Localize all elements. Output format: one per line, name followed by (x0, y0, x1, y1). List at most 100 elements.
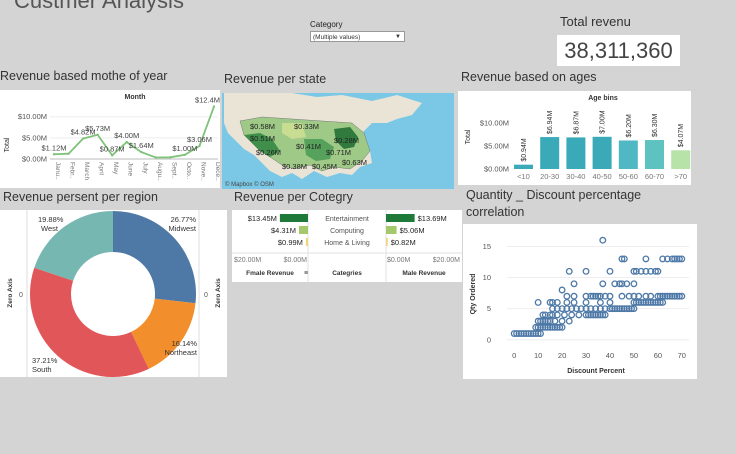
scatter-point[interactable] (561, 311, 568, 319)
scatter-point[interactable] (534, 298, 542, 306)
scatter-point[interactable] (656, 292, 664, 300)
scatter-point[interactable] (563, 292, 571, 300)
scatter-point[interactable] (577, 305, 585, 313)
scatter-point[interactable] (637, 298, 645, 306)
scatter-point[interactable] (671, 292, 679, 300)
scatter-point[interactable] (558, 317, 566, 325)
age-bar[interactable] (592, 136, 612, 169)
month-point[interactable] (212, 105, 216, 108)
scatter-point[interactable] (675, 292, 683, 300)
scatter-point[interactable] (652, 298, 659, 306)
scatter-point[interactable] (594, 311, 602, 319)
scatter-point[interactable] (663, 292, 671, 300)
scatter-point[interactable] (630, 267, 638, 275)
scatter-point[interactable] (678, 255, 686, 263)
map-state-label[interactable]: $0.71M (326, 148, 351, 157)
scatter-point[interactable] (563, 298, 571, 306)
scatter-point[interactable] (572, 305, 580, 313)
scatter-point[interactable] (625, 292, 633, 300)
sort-icon[interactable]: ≡ (304, 270, 308, 277)
month-point[interactable] (52, 153, 56, 156)
scatter-point[interactable] (541, 311, 549, 319)
scatter-point[interactable] (618, 292, 626, 300)
region-slice-south[interactable] (30, 267, 149, 377)
scatter-point[interactable] (570, 298, 578, 306)
scatter-point[interactable] (546, 311, 554, 319)
scatter-point[interactable] (520, 330, 528, 338)
scatter-point[interactable] (618, 255, 626, 263)
scatter-point[interactable] (630, 280, 638, 288)
map-state-label[interactable]: $0.58M (250, 122, 275, 131)
map-state-label[interactable]: $0.41M (296, 142, 321, 151)
state-region-north[interactable] (282, 123, 306, 139)
scatter-point[interactable] (522, 330, 530, 338)
scatter-point[interactable] (587, 292, 595, 300)
scatter-point[interactable] (654, 292, 662, 300)
scatter-point[interactable] (616, 305, 624, 313)
scatter-point[interactable] (654, 267, 662, 275)
scatter-point[interactable] (594, 292, 602, 300)
category-name[interactable]: Home & Living (324, 240, 370, 247)
scatter-point[interactable] (592, 292, 600, 300)
scatter-point[interactable] (632, 267, 640, 275)
month-point[interactable] (125, 140, 128, 144)
scatter-point[interactable] (608, 305, 616, 313)
scatter-point[interactable] (551, 317, 559, 325)
scatter-point[interactable] (678, 292, 686, 300)
scatter-point[interactable] (599, 311, 607, 319)
male-revenue-bar[interactable] (386, 226, 397, 234)
scatter-point[interactable] (596, 298, 604, 306)
state-map[interactable]: $0.58M $0.33M $0.51M $0.28M $0.26M $0.41M $0.7… (222, 93, 454, 189)
scatter-point[interactable] (606, 292, 614, 300)
state-region-west[interactable] (244, 133, 280, 157)
age-bar[interactable] (566, 137, 586, 169)
month-point[interactable] (183, 153, 187, 156)
map-state-label[interactable]: $0.45M (312, 162, 337, 171)
category-name[interactable]: Computing (330, 228, 364, 235)
scatter-point[interactable] (663, 255, 671, 263)
map-state-label[interactable]: $0.33M (294, 122, 319, 131)
scatter-point[interactable] (599, 280, 607, 288)
age-bar[interactable] (645, 140, 664, 169)
scatter-point[interactable] (601, 292, 609, 300)
scatter-point[interactable] (635, 292, 643, 300)
map-state-label[interactable]: $0.63M (342, 158, 367, 167)
map-state-label[interactable]: $0.51M (250, 134, 275, 143)
scatter-point[interactable] (589, 292, 597, 300)
state-region-central[interactable] (304, 139, 334, 161)
scatter-point[interactable] (596, 292, 604, 300)
scatter-point[interactable] (673, 255, 681, 263)
scatter-point[interactable] (556, 323, 564, 331)
scatter-point[interactable] (659, 292, 667, 300)
month-point[interactable] (110, 154, 114, 157)
scatter-point[interactable] (582, 267, 590, 275)
scatter-point[interactable] (675, 255, 683, 263)
scatter-point[interactable] (642, 292, 650, 300)
scatter-point[interactable] (546, 298, 554, 306)
scatter-point[interactable] (620, 255, 628, 263)
scatter-point[interactable] (515, 330, 523, 338)
scatter-point[interactable] (589, 311, 597, 319)
scatter-point[interactable] (642, 255, 650, 263)
month-point[interactable] (154, 156, 158, 159)
scatter-point[interactable] (534, 317, 542, 325)
region-slice-northeast[interactable] (131, 298, 196, 369)
female-revenue-bar[interactable] (298, 226, 308, 234)
scatter-point[interactable] (553, 298, 561, 306)
category-filter-dropdown[interactable]: (Multiple values) ▼ (310, 31, 405, 42)
scatter-point[interactable] (659, 255, 667, 263)
map-state-label[interactable]: $0.26M (256, 148, 281, 157)
scatter-point[interactable] (565, 267, 573, 275)
scatter-point[interactable] (649, 298, 657, 306)
scatter-point[interactable] (620, 305, 628, 313)
scatter-point[interactable] (529, 330, 537, 338)
scatter-point[interactable] (611, 305, 619, 313)
age-bar[interactable] (540, 137, 560, 169)
scatter-point[interactable] (606, 267, 614, 275)
scatter-point[interactable] (599, 236, 607, 244)
scatter-point[interactable] (625, 305, 633, 313)
scatter-point[interactable] (628, 305, 635, 313)
month-point[interactable] (169, 156, 172, 159)
scatter-point[interactable] (570, 292, 578, 300)
scatter-point[interactable] (549, 323, 556, 331)
